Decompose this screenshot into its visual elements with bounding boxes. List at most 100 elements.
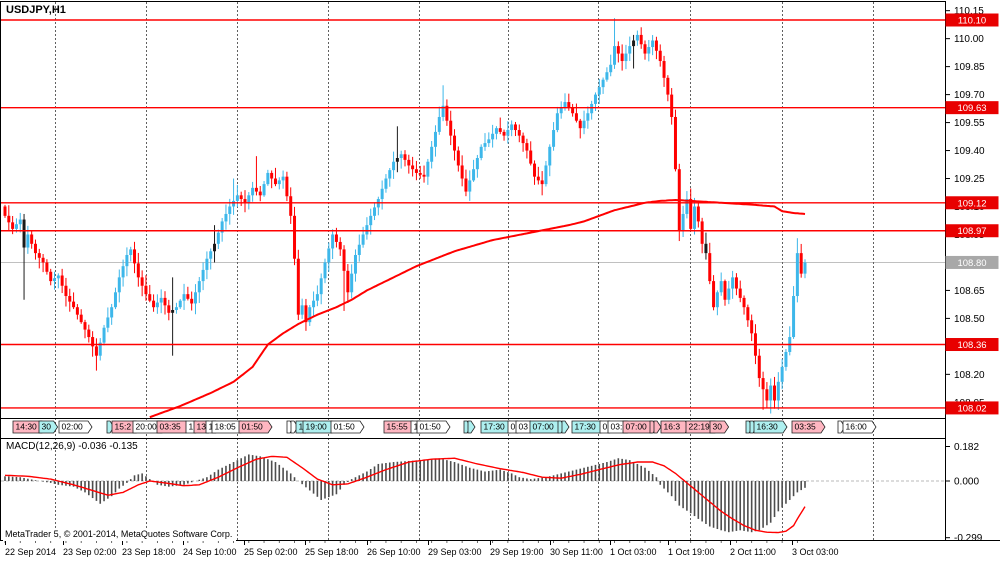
candle-body <box>399 154 403 159</box>
candle-body <box>11 222 15 229</box>
candle-body <box>209 251 213 259</box>
price-tick-label: 109.55 <box>954 118 985 129</box>
candle-body <box>338 241 342 250</box>
candle-body <box>277 180 281 185</box>
candle-body <box>487 139 491 144</box>
svg-text:1: 1 <box>209 422 214 432</box>
candle-body <box>300 305 304 315</box>
event-tag[interactable] <box>58 420 93 434</box>
candle-body <box>102 327 106 343</box>
candle-body <box>597 87 601 95</box>
candle-body <box>190 298 194 304</box>
candle-body <box>167 305 171 313</box>
event-tag[interactable] <box>38 420 59 434</box>
candle-body <box>628 46 632 54</box>
candle-body <box>803 262 807 274</box>
candle-body <box>483 143 487 147</box>
event-tag[interactable] <box>330 420 365 434</box>
candle-body <box>654 40 658 51</box>
candle-body <box>87 329 91 338</box>
candle-body <box>201 269 205 282</box>
event-tag[interactable] <box>709 420 730 434</box>
candle-body <box>247 195 251 203</box>
svg-text:01:50: 01:50 <box>334 422 356 432</box>
candle-body <box>544 165 548 185</box>
candle-body <box>681 213 685 231</box>
candle-body <box>129 249 133 255</box>
candle-body <box>586 113 590 121</box>
candle-body <box>795 253 799 297</box>
svg-text:16:30: 16:30 <box>757 422 779 432</box>
price-tick-label: 109.70 <box>954 90 985 101</box>
svg-text:17:30: 17:30 <box>575 422 597 432</box>
candle-body <box>304 305 308 323</box>
main-chart-pane[interactable] <box>0 2 945 418</box>
candle-body <box>422 174 426 177</box>
candle-body <box>312 300 316 308</box>
candle-body <box>719 281 723 293</box>
candle-body <box>68 296 72 302</box>
event-tag[interactable] <box>238 420 273 434</box>
time-label: 23 Sep 18:00 <box>122 547 176 557</box>
event-tag[interactable] <box>753 420 788 434</box>
event-tag[interactable] <box>653 420 662 434</box>
candle-body <box>426 161 430 177</box>
candle-body <box>159 297 163 303</box>
candle-body <box>228 206 232 214</box>
candle-body <box>136 263 140 278</box>
candle-body <box>441 105 445 117</box>
candle-body <box>502 131 506 136</box>
macd-pane[interactable] <box>0 438 945 540</box>
candle-body <box>773 385 777 401</box>
event-tag[interactable] <box>561 420 570 434</box>
candle-body <box>635 34 639 41</box>
price-tick-label: 108.50 <box>954 314 985 325</box>
candle-body <box>213 243 217 252</box>
candle-body <box>262 184 266 196</box>
candle-body <box>624 53 628 62</box>
price-level-badge-label: 110.10 <box>958 16 986 27</box>
event-tag[interactable] <box>467 420 476 434</box>
candle-body <box>605 72 609 80</box>
event-tag[interactable] <box>842 420 877 434</box>
moving-average-line <box>149 198 806 419</box>
candle-body <box>334 234 338 242</box>
candle-body <box>75 307 79 315</box>
candle-body <box>117 277 121 293</box>
time-axis[interactable] <box>0 541 1000 564</box>
svg-text:20:00: 20:00 <box>136 422 158 432</box>
time-label: 23 Sep 02:00 <box>63 547 117 557</box>
bid-price-badge <box>945 255 999 269</box>
candle-body <box>769 385 773 401</box>
price-level-badge-label: 108.97 <box>957 226 986 237</box>
svg-text:19:00: 19:00 <box>306 422 328 432</box>
time-label: 1 Oct 03:00 <box>610 547 657 557</box>
candle-body <box>521 135 525 144</box>
candle-body <box>780 366 784 382</box>
candle-body <box>403 154 407 160</box>
event-tag[interactable] <box>791 420 826 434</box>
candle-body <box>121 266 125 278</box>
candle-body <box>738 288 742 298</box>
candle-body <box>590 103 594 114</box>
price-axis[interactable] <box>946 0 1000 540</box>
candle-body <box>296 258 300 315</box>
candle-body <box>784 351 788 367</box>
price-tick-label: 109.40 <box>954 146 985 157</box>
candle-body <box>53 278 57 282</box>
time-label: 26 Sep 10:00 <box>367 547 421 557</box>
candle-body <box>106 317 110 328</box>
time-label: 25 Sep 18:00 <box>305 547 359 557</box>
candle-body <box>357 244 361 255</box>
candle-body <box>593 94 597 104</box>
svg-text:01:50: 01:50 <box>420 422 442 432</box>
price-level-badge <box>945 196 999 210</box>
macd-indicator-label: MACD(12,26,9) -0.036 -0.135 <box>6 441 138 452</box>
candle-body <box>727 288 731 300</box>
candle-body <box>171 310 175 313</box>
candle-body <box>350 273 354 293</box>
svg-text:0: 0 <box>511 422 516 432</box>
candle-body <box>506 130 510 136</box>
event-tag[interactable] <box>416 420 451 434</box>
candle-body <box>662 61 666 78</box>
